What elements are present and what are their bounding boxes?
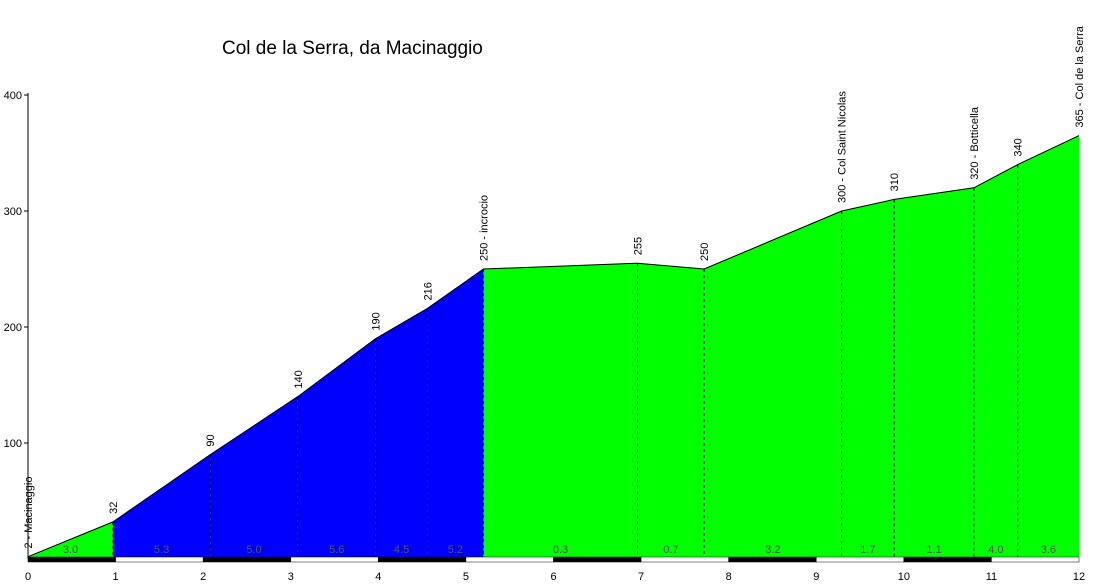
- segment-area-10: [894, 187, 974, 560]
- y-tick-label-3: 400: [4, 90, 22, 102]
- y-axis: 100 200 300 400: [4, 90, 29, 559]
- grade-label-6: 0.3: [553, 544, 568, 556]
- x-tick-label-4: 4: [375, 571, 381, 583]
- segment-area-8: [704, 211, 842, 559]
- x-tick-label-3: 3: [288, 571, 294, 583]
- grade-label-9: 1.7: [860, 544, 875, 556]
- point-label-2: 90: [205, 434, 217, 446]
- point-label-7: 255: [633, 237, 645, 255]
- grade-label-5: 5.2: [448, 544, 463, 556]
- point-label-13: 365 - Col de la Serra: [1074, 25, 1086, 127]
- segment-area-9: [841, 199, 895, 559]
- km-bar-cell-5: [465, 556, 554, 563]
- grade-label-12: 3.6: [1041, 544, 1056, 556]
- point-label-6: 250 - incrocio: [478, 195, 490, 261]
- point-labels: 2 - Macinaggio 32 90 140 190 216 250 - incroci…: [23, 25, 1086, 548]
- point-label-3: 140: [293, 370, 305, 388]
- point-label-11: 320 - Botticella: [969, 106, 981, 180]
- grade-label-8: 3.2: [765, 544, 780, 556]
- point-label-10: 310: [889, 173, 901, 191]
- y-tick-label-1: 200: [4, 322, 22, 334]
- segment-area-5: [427, 269, 484, 559]
- segment-area-0: [28, 521, 113, 559]
- x-tick-label-7: 7: [638, 571, 644, 583]
- x-tick-label-5: 5: [463, 571, 469, 583]
- chart-title: Col de la Serra, da Macinaggio: [222, 38, 483, 59]
- km-bar: [27, 556, 1080, 563]
- segment-area-12: [1017, 135, 1079, 559]
- x-tick-label-9: 9: [813, 571, 819, 583]
- km-bar-cell-3: [290, 556, 379, 563]
- segment-area-7: [637, 263, 705, 559]
- point-label-9: 300 - Col Saint Nicolas: [837, 91, 849, 203]
- km-bar-cell-11: [991, 556, 1080, 563]
- grade-label-2: 5.0: [246, 544, 261, 556]
- point-label-5: 216: [422, 282, 434, 300]
- x-tick-label-2: 2: [200, 571, 206, 583]
- x-tick-label-11: 11: [986, 571, 997, 583]
- point-label-0: 2 - Macinaggio: [23, 477, 35, 549]
- point-label-1: 32: [108, 502, 120, 514]
- segment-area-4: [375, 308, 428, 559]
- km-bar-cell-7: [640, 556, 729, 563]
- km-bar-cell-0: [27, 556, 116, 563]
- x-tick-label-1: 1: [113, 571, 119, 583]
- grade-label-0: 3.0: [63, 544, 78, 556]
- x-tick-label-6: 6: [550, 571, 556, 583]
- grade-label-10: 1.1: [926, 544, 941, 556]
- point-label-4: 190: [371, 312, 383, 330]
- x-axis: 0 1 2 3 4 5 6 7 8 9 10 11 12: [25, 571, 1085, 583]
- km-bar-cell-2: [202, 556, 292, 563]
- grade-label-1: 5.3: [154, 544, 169, 556]
- km-bar-cell-10: [903, 556, 992, 563]
- grade-label-3: 5.6: [329, 544, 344, 556]
- segment-area-1: [112, 454, 211, 559]
- segment-dividers: [112, 164, 1019, 559]
- point-label-12: 340: [1013, 138, 1025, 156]
- x-tick-label-12: 12: [1073, 571, 1085, 583]
- x-tick-label-10: 10: [898, 571, 910, 583]
- grade-label-11: 4.0: [988, 544, 1003, 556]
- km-bar-cell-1: [115, 556, 204, 563]
- segment-area-2: [210, 396, 298, 559]
- grade-label-4: 4.5: [394, 544, 409, 556]
- grade-labels: 3.0 5.3 5.0 5.6 4.5 5.2 0.3 0.7 3.2 1.7 1.1 4.0 3.6: [63, 544, 1056, 556]
- km-bar-cell-4: [378, 556, 467, 563]
- km-bar-cell-8: [728, 556, 817, 563]
- x-tick-label-8: 8: [726, 571, 732, 583]
- y-tick-label-0: 100: [4, 438, 22, 450]
- segment-area-6: [483, 263, 638, 559]
- x-tick-label-0: 0: [25, 571, 31, 583]
- y-tick-label-2: 300: [4, 206, 22, 218]
- km-bar-cell-9: [816, 556, 905, 563]
- km-bar-cell-6: [553, 556, 642, 563]
- segment-area-11: [973, 164, 1018, 559]
- profile-line: [27, 135, 1080, 558]
- segment-area-3: [297, 338, 376, 559]
- point-label-8: 250: [699, 243, 711, 261]
- profile-areas: [27, 135, 1080, 560]
- grade-label-7: 0.7: [663, 544, 678, 556]
